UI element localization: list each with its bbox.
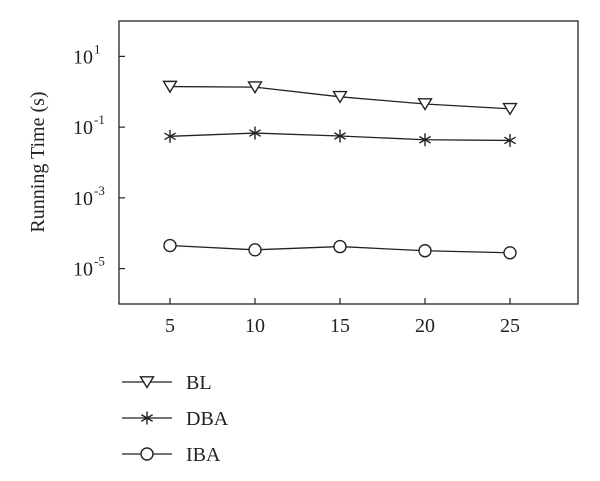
y-tick-label: 10 (73, 46, 93, 68)
y-tick-label: 10 (73, 117, 93, 139)
x-tick-label: 10 (245, 315, 265, 337)
x-tick-label: 15 (330, 315, 350, 337)
y-tick-exponent: 1 (94, 41, 101, 56)
data-point-iba (163, 238, 177, 253)
data-point-iba (248, 243, 262, 257)
series-layer (162, 80, 518, 260)
x-tick-label: 25 (500, 315, 520, 337)
legend-marker (141, 411, 153, 425)
legend: BL DBA IBA (122, 372, 229, 466)
y-tick-label: 10 (73, 188, 93, 210)
data-point-iba (333, 239, 347, 254)
legend-item-bl: BL (122, 372, 212, 394)
data-point-dba (164, 129, 176, 143)
data-point-bl (332, 90, 348, 104)
y-tick-exponent: -3 (94, 183, 105, 198)
data-point-dba (334, 129, 346, 143)
legend-label: IBA (186, 444, 221, 466)
plot-area (118, 20, 579, 305)
y-tick-exponent: -1 (94, 112, 105, 127)
y-tick-label: 10 (73, 259, 93, 281)
legend-label: BL (186, 372, 212, 394)
data-point-bl (417, 98, 433, 111)
data-point-iba (503, 246, 517, 260)
data-point-bl (162, 80, 178, 94)
legend-marker (139, 376, 155, 389)
y-axis-label: Running Time (s) (27, 91, 49, 232)
data-point-iba (418, 244, 432, 258)
data-point-dba (504, 133, 516, 147)
legend-label: DBA (186, 408, 229, 430)
legend-item-dba: DBA (122, 408, 229, 430)
x-tick-label: 20 (415, 315, 435, 337)
legend-marker (140, 447, 154, 461)
x-axis: 5 10 15 20 25 (165, 298, 520, 337)
data-point-dba (419, 133, 431, 147)
data-point-bl (247, 81, 263, 95)
data-point-bl (502, 102, 518, 116)
data-point-dba (249, 126, 261, 140)
x-tick-label: 5 (165, 315, 175, 337)
y-tick-exponent: -5 (94, 254, 105, 269)
legend-item-iba: IBA (122, 444, 221, 466)
